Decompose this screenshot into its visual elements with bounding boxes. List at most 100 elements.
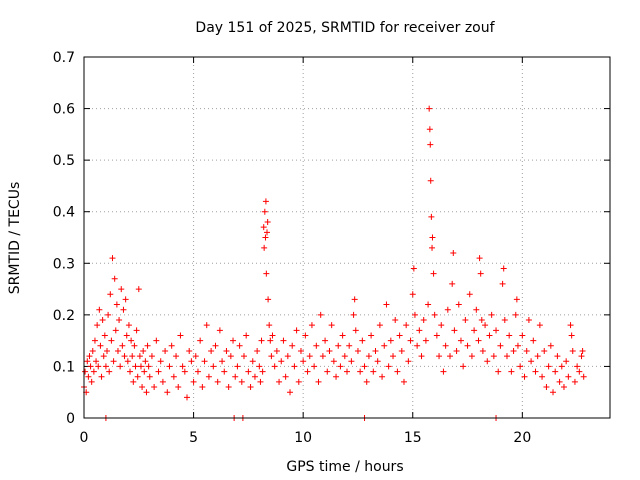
data-point [293, 327, 300, 334]
data-point [473, 306, 480, 313]
data-point [319, 353, 326, 360]
data-point [420, 317, 427, 324]
data-point [117, 363, 124, 370]
data-point [188, 358, 195, 365]
data-point [276, 378, 283, 385]
data-point [488, 311, 495, 318]
data-point [256, 363, 263, 370]
data-point [108, 337, 115, 344]
data-point [269, 332, 276, 339]
data-point [82, 368, 89, 375]
data-point [484, 358, 491, 365]
data-point [192, 353, 199, 360]
data-point [297, 347, 304, 354]
data-point [357, 368, 364, 375]
data-point [567, 322, 574, 329]
data-point [403, 322, 410, 329]
data-point [94, 322, 101, 329]
data-point [387, 337, 394, 344]
data-point [114, 347, 121, 354]
data-point [513, 296, 520, 303]
data-point [162, 347, 169, 354]
data-point [433, 332, 440, 339]
data-point [568, 332, 575, 339]
data-point [96, 306, 103, 313]
data-point [145, 363, 152, 370]
data-point [506, 332, 513, 339]
data-point [468, 353, 475, 360]
data-point [429, 244, 436, 251]
data-point [181, 368, 188, 375]
data-point [337, 363, 344, 370]
data-point [501, 317, 508, 324]
data-point [141, 368, 148, 375]
data-point [101, 332, 108, 339]
data-point [280, 337, 287, 344]
data-point [208, 347, 215, 354]
data-point [341, 353, 348, 360]
data-point [240, 353, 247, 360]
data-point [539, 373, 546, 380]
data-point [416, 327, 423, 334]
data-point [482, 322, 489, 329]
data-point [186, 347, 193, 354]
data-point [418, 353, 425, 360]
y-tick-label: 0.1 [53, 359, 75, 375]
data-point [245, 368, 252, 375]
data-point [137, 363, 144, 370]
data-point [264, 229, 271, 236]
data-point [322, 337, 329, 344]
data-point [486, 332, 493, 339]
data-point [107, 291, 114, 298]
data-point [422, 337, 429, 344]
data-point [514, 342, 521, 349]
grid-lines [84, 57, 610, 418]
data-point [545, 363, 552, 370]
data-point [523, 347, 530, 354]
data-point [88, 378, 95, 385]
data-point [227, 353, 234, 360]
data-point [536, 322, 543, 329]
data-point [333, 373, 340, 380]
data-point [354, 347, 361, 354]
data-point [344, 368, 350, 375]
data-point [444, 306, 451, 313]
data-point [576, 368, 583, 375]
data-point [177, 332, 184, 339]
data-point [225, 384, 232, 391]
data-point [247, 384, 254, 391]
data-point [254, 347, 261, 354]
data-point [361, 363, 368, 370]
data-point [87, 363, 94, 370]
x-axis-label: GPS time / hours [286, 459, 403, 475]
data-point [264, 219, 271, 226]
data-point [190, 378, 197, 385]
data-point [394, 368, 401, 375]
data-point [547, 342, 554, 349]
data-point [146, 373, 153, 380]
data-point [579, 347, 586, 354]
data-point [497, 342, 504, 349]
data-point [519, 332, 526, 339]
data-point [184, 394, 191, 401]
data-point [267, 337, 274, 344]
data-point [287, 389, 294, 396]
data-point [135, 286, 142, 293]
data-point [86, 353, 93, 360]
data-point [478, 317, 485, 324]
axes: 0 0.1 0.2 0.3 0.4 0.5 0.6 0.7 0 5 10 15 20 [53, 50, 610, 446]
data-point [238, 378, 245, 385]
data-point [359, 337, 366, 344]
data-point [532, 368, 539, 375]
data-point [210, 363, 217, 370]
data-point [262, 234, 269, 241]
data-point [128, 337, 135, 344]
data-point [479, 347, 486, 354]
data-point [451, 327, 458, 334]
data-point [571, 378, 578, 385]
data-point [370, 368, 377, 375]
data-point [552, 368, 559, 375]
plot-frame [83, 56, 611, 419]
data-point [99, 317, 106, 324]
